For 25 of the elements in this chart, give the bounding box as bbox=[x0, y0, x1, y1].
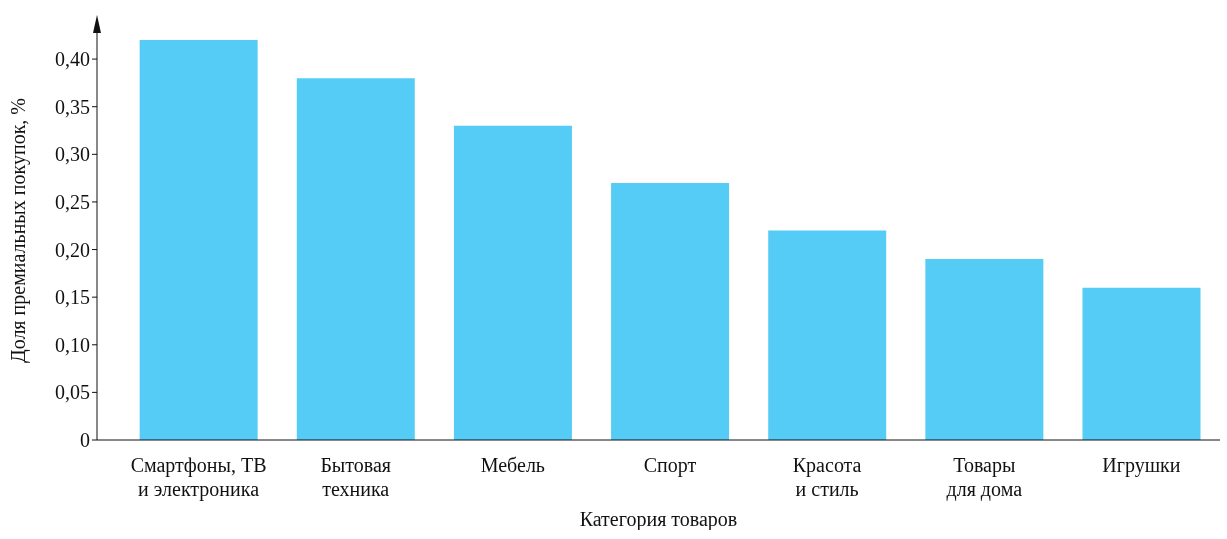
y-tick-label: 0,20 bbox=[55, 238, 90, 261]
y-tick-label: 0,10 bbox=[55, 333, 90, 356]
x-tick-label: Мебель bbox=[480, 454, 546, 476]
x-tick-label: Товары для дома bbox=[946, 454, 1023, 501]
bar bbox=[139, 40, 258, 440]
bar bbox=[611, 182, 730, 440]
bar bbox=[768, 230, 887, 440]
bar bbox=[296, 78, 415, 440]
y-tick-label: 0,25 bbox=[55, 191, 90, 214]
x-axis-title: Категория товаров bbox=[579, 508, 738, 531]
y-axis-title: Доля премиальных покупок, % bbox=[7, 97, 31, 364]
y-tick-label: 0 bbox=[80, 429, 90, 452]
bar bbox=[925, 259, 1044, 440]
x-tick-label: Игрушки bbox=[1102, 454, 1181, 477]
y-tick-label: 0,35 bbox=[55, 95, 90, 118]
x-tick-label: Бытовая техника bbox=[320, 454, 392, 500]
x-tick-label: Красота и стиль bbox=[792, 454, 862, 500]
y-tick-label: 0,05 bbox=[55, 381, 90, 404]
y-tick-label: 0,15 bbox=[55, 286, 90, 309]
y-tick-label: 0,40 bbox=[55, 48, 90, 71]
bar bbox=[1082, 287, 1201, 440]
x-tick-label: Спорт bbox=[643, 454, 697, 477]
y-tick-label: 0,30 bbox=[55, 143, 90, 166]
bar bbox=[453, 125, 572, 440]
x-tick-label: Смартфоны, ТВ и электроника bbox=[130, 454, 267, 501]
